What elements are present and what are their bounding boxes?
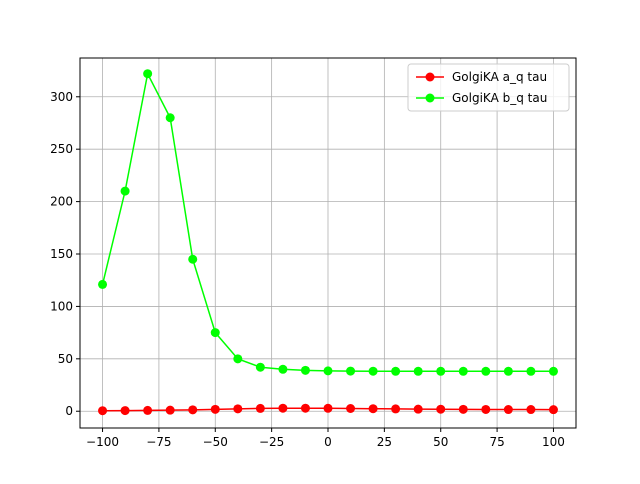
data-point xyxy=(300,403,310,413)
x-tick-label: 75 xyxy=(489,435,504,449)
y-tick-label: 200 xyxy=(50,195,73,209)
data-point xyxy=(503,405,513,415)
y-tick-label: 0 xyxy=(65,404,73,418)
x-tick-label: 100 xyxy=(542,435,565,449)
data-point xyxy=(413,366,423,376)
series-layer xyxy=(98,69,558,416)
x-tick-label: −100 xyxy=(86,435,119,449)
x-axis: −100 −75 −50 −25 0 25 50 75 100 xyxy=(86,428,565,449)
data-point xyxy=(98,406,108,416)
y-tick-label: 300 xyxy=(50,90,73,104)
data-point xyxy=(526,366,536,376)
legend-label: GolgiKA a_q tau xyxy=(452,70,547,84)
data-point xyxy=(120,406,130,416)
data-point xyxy=(548,405,558,415)
y-tick-label: 150 xyxy=(50,247,73,261)
legend-marker xyxy=(425,72,435,82)
data-point xyxy=(391,366,401,376)
legend-item: GolgiKA b_q tau xyxy=(416,91,547,105)
x-tick-label: 50 xyxy=(433,435,448,449)
data-point xyxy=(481,366,491,376)
data-point xyxy=(481,404,491,414)
y-tick-label: 100 xyxy=(50,299,73,313)
data-point xyxy=(526,405,536,415)
data-point xyxy=(368,366,378,376)
data-point xyxy=(503,366,513,376)
series-2 xyxy=(98,69,558,376)
data-point xyxy=(210,404,220,414)
data-point xyxy=(233,354,243,364)
x-tick-label: −50 xyxy=(203,435,228,449)
data-point xyxy=(255,403,265,413)
data-point xyxy=(346,366,356,376)
x-tick-label: 25 xyxy=(377,435,392,449)
data-point xyxy=(188,405,198,415)
x-tick-label: −75 xyxy=(146,435,171,449)
data-point xyxy=(436,366,446,376)
data-point xyxy=(323,403,333,413)
legend-frame xyxy=(407,63,570,112)
x-tick-label: −25 xyxy=(259,435,284,449)
data-point xyxy=(391,404,401,414)
y-tick-label: 50 xyxy=(58,352,73,366)
y-axis: 0 50 100 150 200 250 300 xyxy=(50,90,80,418)
data-point xyxy=(413,404,423,414)
data-point xyxy=(458,366,468,376)
data-point xyxy=(368,404,378,414)
y-tick-label: 250 xyxy=(50,142,73,156)
data-point xyxy=(120,186,130,196)
data-point xyxy=(278,364,288,374)
data-point xyxy=(143,405,153,415)
legend-label: GolgiKA b_q tau xyxy=(452,91,547,105)
data-point xyxy=(436,404,446,414)
data-point xyxy=(233,404,243,414)
series-1 xyxy=(98,403,558,416)
data-point xyxy=(143,69,153,79)
data-point xyxy=(278,403,288,413)
data-point xyxy=(98,279,108,289)
legend: GolgiKA a_q tau GolgiKA b_q tau xyxy=(407,63,570,112)
x-tick-label: 0 xyxy=(324,435,332,449)
legend-item: GolgiKA a_q tau xyxy=(416,70,547,84)
legend-marker xyxy=(425,93,435,103)
data-point xyxy=(210,328,220,338)
data-point xyxy=(548,366,558,376)
data-point xyxy=(165,113,175,123)
data-point xyxy=(188,254,198,264)
data-point xyxy=(323,366,333,376)
data-point xyxy=(300,365,310,375)
data-point xyxy=(346,404,356,414)
data-point xyxy=(458,404,468,414)
data-point xyxy=(165,405,175,415)
data-point xyxy=(255,362,265,372)
